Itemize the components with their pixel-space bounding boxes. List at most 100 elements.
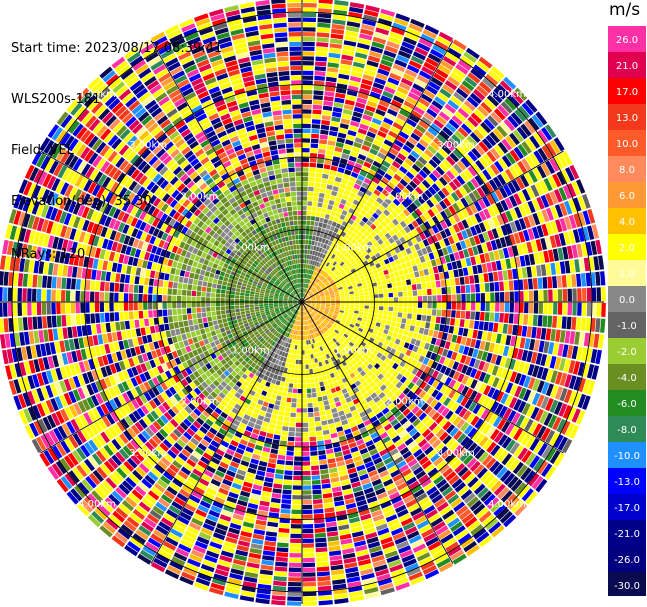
velocity-gate [447,517,460,528]
velocity-gate [545,328,552,341]
velocity-gate [298,306,301,311]
velocity-gate [250,309,255,313]
velocity-gate [482,362,490,373]
velocity-gate [359,308,364,312]
velocity-gate [514,503,528,517]
velocity-gate [232,247,238,254]
velocity-gate [135,375,143,385]
velocity-gate [147,471,159,482]
velocity-gate [54,396,64,410]
velocity-gate [305,364,309,369]
velocity-gate [85,476,97,489]
velocity-gate [332,331,338,336]
velocity-gate [159,272,165,280]
velocity-gate [167,186,176,196]
velocity-gate [293,475,302,481]
velocity-gate [173,322,179,329]
velocity-gate [239,305,245,309]
velocity-gate [59,196,68,210]
velocity-gate [460,537,475,549]
velocity-gate [72,389,81,402]
velocity-gate [379,431,389,440]
velocity-gate [321,478,331,484]
velocity-gate [333,312,339,316]
velocity-gate [177,381,185,390]
velocity-gate [51,289,56,302]
velocity-gate [56,277,62,289]
velocity-gate [163,453,174,463]
velocity-gate [3,287,8,302]
velocity-gate [181,333,187,341]
velocity-gate [302,422,309,428]
velocity-gate [354,341,360,348]
velocity-gate [238,266,244,272]
velocity-gate [492,377,500,388]
velocity-gate [287,368,292,373]
velocity-gate [393,302,398,307]
velocity-gate [518,314,524,325]
velocity-gate [96,125,108,138]
velocity-gate [241,373,248,380]
velocity-gate [164,379,173,389]
velocity-gate [186,202,194,211]
velocity-gate [103,460,115,473]
velocity-gate [124,311,129,321]
velocity-gate [186,393,194,402]
velocity-gate [300,335,302,341]
velocity-gate [304,311,306,316]
velocity-gate [101,480,114,493]
velocity-gate [104,377,112,388]
velocity-gate [360,399,368,406]
velocity-gate [314,523,325,529]
velocity-gate [252,317,257,321]
velocity-gate [16,242,23,257]
velocity-gate [196,307,202,313]
velocity-gate [513,399,522,411]
velocity-gate [327,323,332,328]
velocity-gate [352,344,358,350]
velocity-gate [251,385,258,392]
velocity-gate [277,537,289,543]
velocity-gate [171,245,179,254]
velocity-gate [346,576,361,583]
velocity-gate [129,537,144,549]
velocity-gate [57,354,64,367]
velocity-gate [236,284,242,289]
velocity-gate [302,562,316,568]
velocity-gate [259,293,265,296]
velocity-gate [320,329,325,334]
velocity-gate [417,399,426,408]
velocity-gate [223,436,232,444]
velocity-gate [289,553,302,558]
velocity-gate [207,336,214,343]
velocity-gate [294,315,297,320]
velocity-gate [133,284,139,293]
velocity-gate [81,479,94,492]
velocity-gate [176,247,183,255]
velocity-gate [155,445,166,456]
velocity-gate [249,302,254,305]
velocity-gate [464,516,478,528]
velocity-gate [302,533,314,539]
velocity-gate [331,574,345,580]
velocity-gate [209,272,215,278]
velocity-gate [342,423,350,430]
velocity-gate [42,416,52,431]
velocity-gate [396,373,403,381]
velocity-gate [304,306,307,311]
velocity-gate [134,485,147,497]
velocity-gate [278,371,283,376]
velocity-gate [107,441,118,454]
velocity-gate [116,172,126,183]
velocity-gate [307,320,310,325]
velocity-gate [500,368,508,380]
velocity-gate [576,410,586,425]
velocity-gate [219,514,232,522]
velocity-gate [205,254,212,261]
velocity-gate [530,351,538,364]
velocity-gate [63,455,75,469]
velocity-gate [473,483,486,495]
velocity-gate [309,349,313,354]
velocity-gate [236,469,247,476]
velocity-gate [247,318,253,323]
